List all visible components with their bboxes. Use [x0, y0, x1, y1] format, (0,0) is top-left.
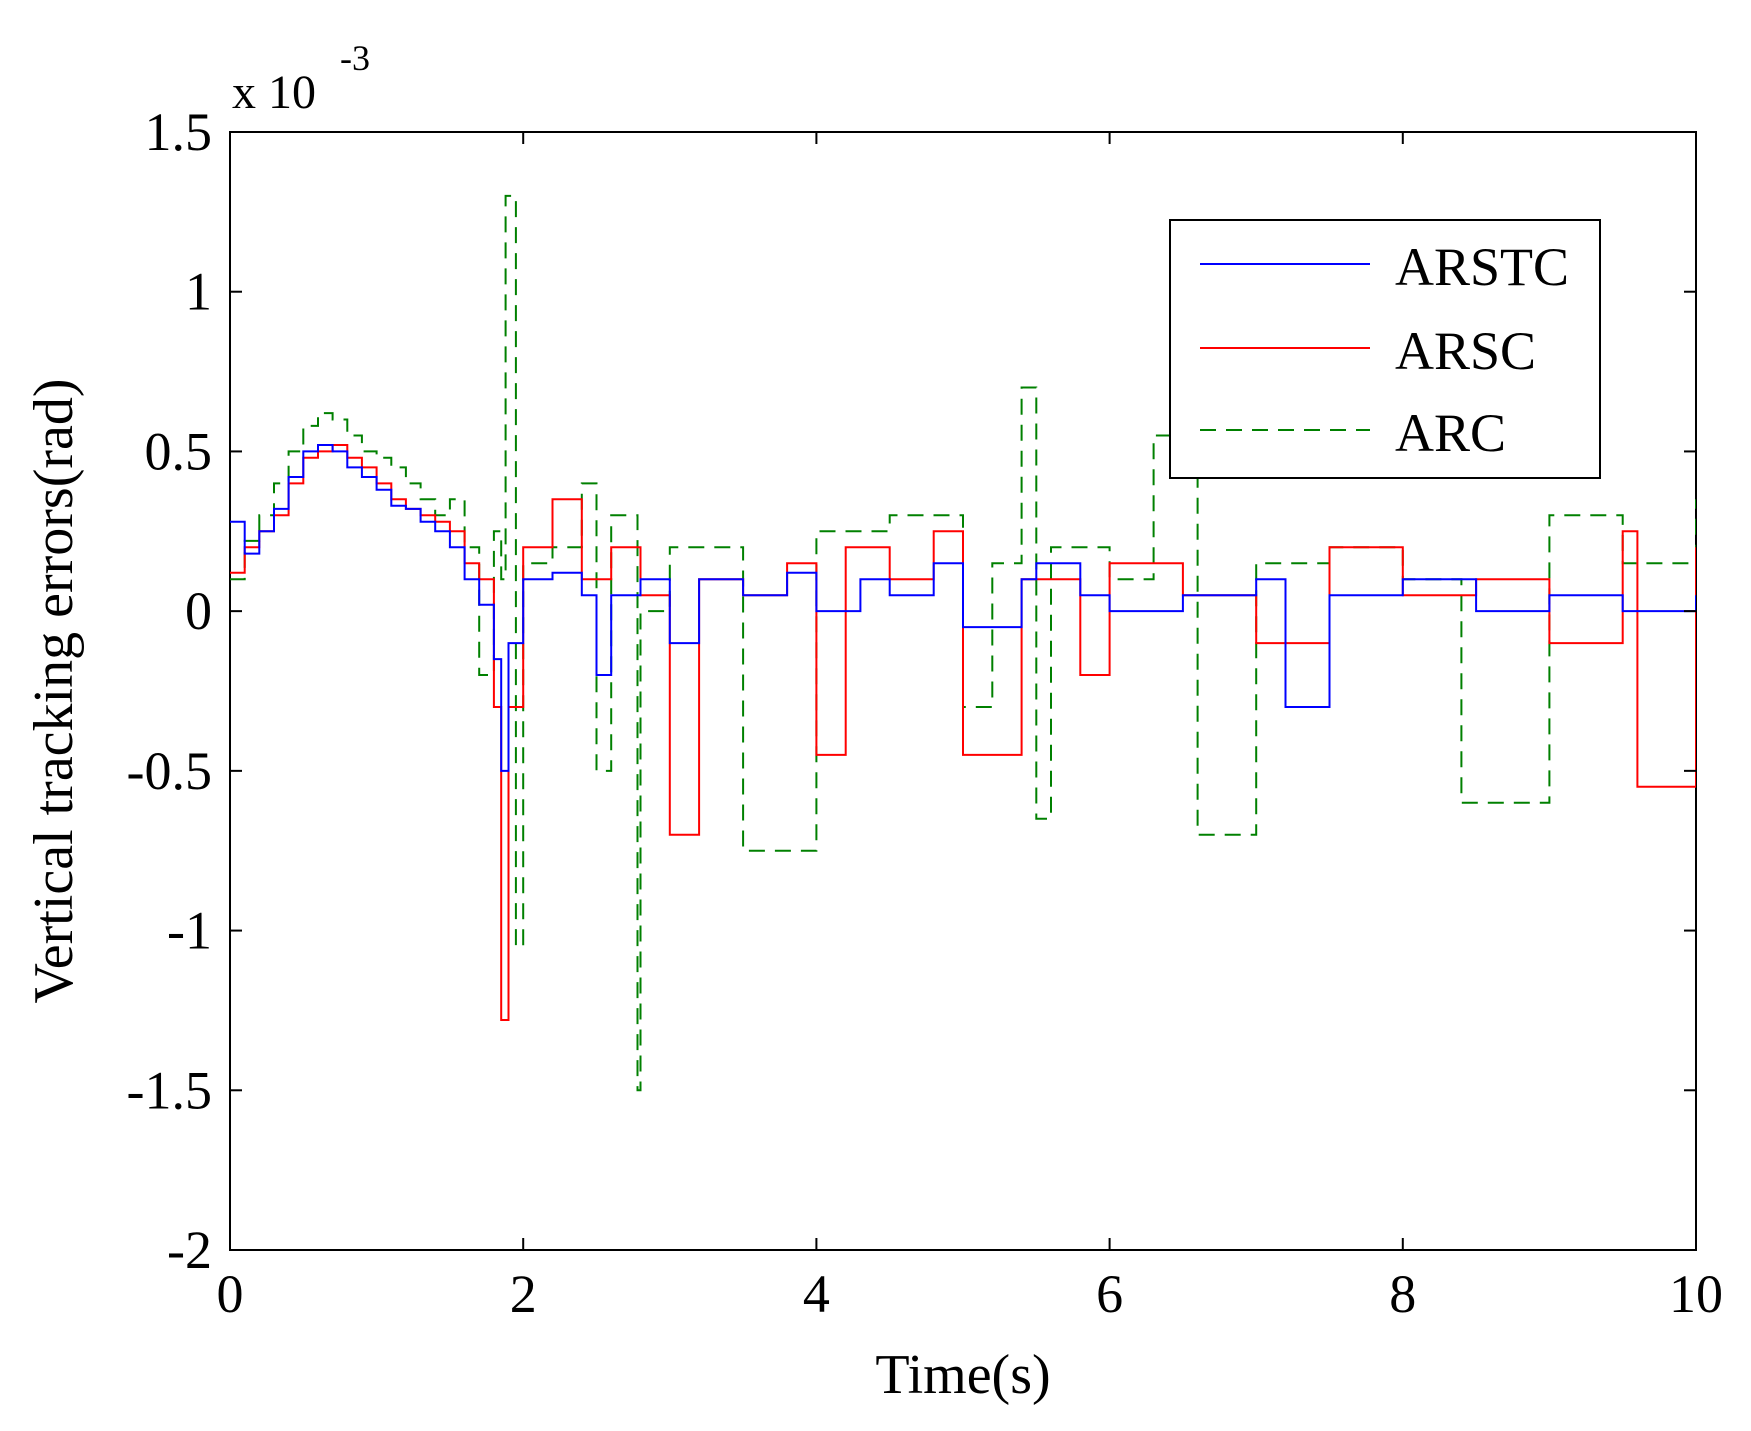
- legend: ARSTC ARSC ARC: [1169, 219, 1601, 479]
- y-exponent-power: -3: [340, 38, 370, 78]
- x-axis-title: Time(s): [875, 1344, 1050, 1406]
- x-tick-label: 4: [803, 1264, 830, 1324]
- legend-label-arstc: ARSTC: [1395, 237, 1569, 297]
- x-tick-label: 2: [510, 1264, 537, 1324]
- legend-label-arc: ARC: [1395, 403, 1506, 463]
- y-tick-label: 1: [185, 262, 212, 322]
- y-tick-label: -2: [167, 1220, 212, 1280]
- y-exponent-prefix: x 10: [232, 66, 316, 119]
- y-axis-title: Vertical tracking errors(rad): [23, 379, 85, 1004]
- y-tick-label: 0: [185, 581, 212, 641]
- series-line-arstc: [230, 444, 1696, 772]
- x-tick-label: 8: [1389, 1264, 1416, 1324]
- series-layer: [230, 194, 1696, 1092]
- y-tick-label: 1.5: [145, 102, 213, 162]
- x-tick-label: 10: [1669, 1264, 1723, 1324]
- x-tick-label: 0: [217, 1264, 244, 1324]
- y-tick-label: -1.5: [127, 1060, 212, 1120]
- legend-label-arsc: ARSC: [1395, 321, 1536, 381]
- y-ticks: -2 -1.5 -1 -0.5 0 0.5 1 1.5: [127, 102, 1696, 1280]
- y-tick-label: -1: [167, 901, 212, 961]
- y-tick-label: 0.5: [145, 421, 213, 481]
- y-tick-label: -0.5: [127, 741, 212, 801]
- x-ticks: 0 2 4 6 8 10: [217, 132, 1723, 1324]
- x-tick-label: 6: [1096, 1264, 1123, 1324]
